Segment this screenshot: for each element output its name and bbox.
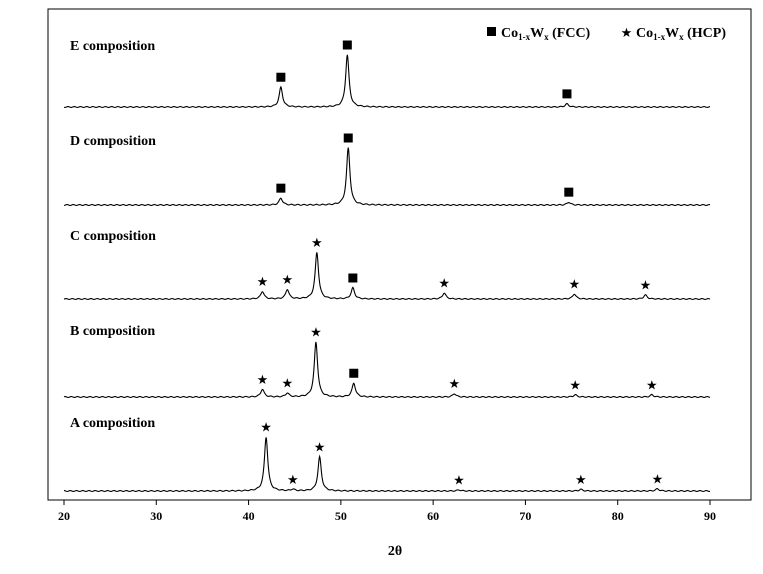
plot-frame xyxy=(47,8,752,501)
x-tick-label: 50 xyxy=(335,509,347,523)
fcc-square-marker xyxy=(343,133,353,143)
xrd-trace-line xyxy=(63,437,711,492)
hcp-star-marker: ★ xyxy=(438,276,450,291)
trace-label: D composition xyxy=(70,134,156,149)
fcc-square-marker xyxy=(562,89,572,99)
hcp-star-marker: ★ xyxy=(287,472,299,487)
hcp-star-marker: ★ xyxy=(282,272,294,287)
x-tick-label: 90 xyxy=(704,509,716,523)
trace-group: C composition ★ ★ ★ ★ ★ ★ xyxy=(63,229,711,300)
legend-label: Co1-xWx (FCC) xyxy=(501,26,591,42)
fcc-square-marker xyxy=(348,273,358,283)
trace-group: A composition ★ ★ ★ ★ ★ ★ xyxy=(63,416,711,492)
legend-label-part: x xyxy=(544,32,549,42)
fcc-square-marker xyxy=(276,183,286,193)
x-tick-label: 60 xyxy=(427,509,439,523)
legend-label-part: W xyxy=(665,26,679,41)
legend-label-part: Co xyxy=(501,26,518,41)
hcp-star-marker: ★ xyxy=(569,377,581,392)
legend-label-part: (FCC) xyxy=(549,26,591,41)
trace-label: E composition xyxy=(70,39,155,54)
legend-label: Co1-xWx (HCP) xyxy=(636,26,726,42)
trace-group: E composition xyxy=(63,39,711,108)
hcp-star-marker: ★ xyxy=(311,235,323,250)
x-tick-label: 80 xyxy=(612,509,624,523)
legend-square-marker xyxy=(487,27,496,36)
hcp-star-marker: ★ xyxy=(453,472,465,487)
x-axis-ticks: 20 30 40 50 60 70 80 90 xyxy=(58,500,716,523)
trace-label: A composition xyxy=(70,416,155,431)
hcp-star-marker: ★ xyxy=(640,278,652,293)
legend: Co1-xWx (FCC) ★ Co1-xWx (HCP) xyxy=(487,25,726,42)
hcp-star-marker: ★ xyxy=(569,277,581,292)
legend-star-marker: ★ xyxy=(621,25,633,40)
fcc-square-marker xyxy=(342,40,352,50)
legend-label-part: (HCP) xyxy=(684,26,727,41)
trace-label: C composition xyxy=(70,229,156,244)
fcc-square-marker xyxy=(564,187,574,197)
xrd-trace-line xyxy=(63,252,711,300)
x-axis-title: 2θ xyxy=(388,544,402,559)
legend-label-part: Co xyxy=(636,26,653,41)
xrd-trace-line xyxy=(63,341,711,398)
hcp-star-marker: ★ xyxy=(449,376,461,391)
xrd-trace-line xyxy=(63,54,711,108)
x-tick-label: 30 xyxy=(150,509,162,523)
hcp-star-marker: ★ xyxy=(310,325,322,340)
hcp-star-marker: ★ xyxy=(260,420,272,435)
legend-label-part: x xyxy=(679,32,684,42)
traces: E composition D composition C composition ★… xyxy=(63,39,711,492)
hcp-star-marker: ★ xyxy=(257,372,269,387)
x-tick-label: 20 xyxy=(58,509,70,523)
legend-label-part: 1-x xyxy=(653,32,665,42)
legend-label-part: W xyxy=(530,26,544,41)
hcp-star-marker: ★ xyxy=(282,376,294,391)
fcc-square-marker xyxy=(276,72,286,82)
trace-label: B composition xyxy=(70,324,155,339)
xrd-trace-line xyxy=(63,147,711,207)
hcp-star-marker: ★ xyxy=(314,439,326,454)
trace-group: B composition ★ ★ ★ ★ ★ ★ xyxy=(63,324,711,398)
fcc-square-marker xyxy=(349,368,359,378)
x-tick-label: 40 xyxy=(243,509,255,523)
hcp-star-marker: ★ xyxy=(652,471,664,486)
hcp-star-marker: ★ xyxy=(257,274,269,289)
x-tick-label: 70 xyxy=(519,509,531,523)
hcp-star-marker: ★ xyxy=(646,377,658,392)
hcp-star-marker: ★ xyxy=(575,472,587,487)
trace-group: D composition xyxy=(63,133,711,207)
legend-label-part: 1-x xyxy=(518,32,530,42)
